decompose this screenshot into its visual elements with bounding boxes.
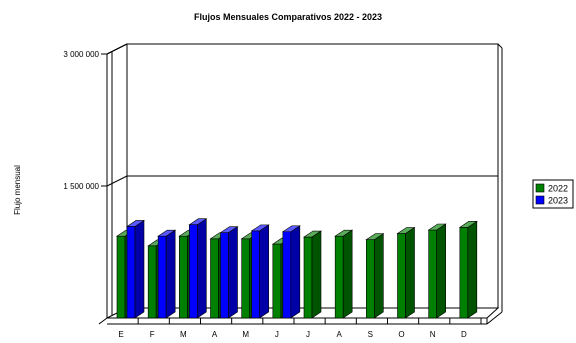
x-tick-label: A [212, 330, 218, 339]
bar [188, 218, 208, 319]
bar-front [116, 235, 126, 319]
legend-swatch [535, 183, 545, 193]
x-tick-label: S [368, 330, 373, 339]
y-tick-label: 3 000 000 [63, 50, 99, 59]
bar-side [311, 230, 322, 319]
legend-label: 2023 [548, 196, 568, 206]
bar-top [188, 218, 208, 226]
bar-front [147, 245, 157, 319]
bar-side [259, 224, 269, 319]
x-tick-label: A [336, 330, 342, 339]
corner-tick [98, 317, 108, 325]
bar-side [436, 223, 446, 319]
bar-side [405, 226, 415, 319]
bar-top [157, 229, 177, 237]
bar-side [342, 229, 353, 319]
bar-front [397, 233, 406, 319]
tick-labels: 1 500 000 3 000 000 E F M A M J J A S O N D [63, 50, 482, 339]
bar-top [219, 226, 239, 233]
bar-side [374, 233, 384, 319]
bars [116, 218, 478, 319]
bar [427, 223, 447, 319]
bar-front [126, 226, 136, 319]
x-tick-label: D [461, 330, 467, 339]
bar [334, 229, 354, 319]
bar-front [157, 235, 167, 319]
bar-side [165, 229, 176, 319]
legend-swatch [535, 195, 545, 205]
bar-side [467, 220, 478, 319]
bar-top [427, 223, 447, 231]
right-top-edge [497, 43, 503, 49]
bar-front [241, 238, 250, 319]
bar [219, 226, 239, 319]
bar-side [134, 219, 145, 319]
x-tick-label: M [242, 330, 249, 339]
bar [303, 230, 322, 319]
bar-front [428, 229, 437, 319]
bar-top [458, 221, 478, 228]
bar-top [126, 220, 145, 227]
bar-front [272, 243, 282, 319]
y-tick-label: 1 500 000 [63, 182, 99, 191]
chart-title: Flujos Mensuales Comparativos 2022 - 202… [194, 12, 382, 22]
bar [250, 224, 270, 319]
bar-front [303, 236, 313, 319]
bar-front [179, 235, 188, 319]
gridline-side [106, 43, 128, 55]
bar-top [303, 230, 322, 238]
bar-top [334, 229, 354, 237]
legend: 2022 2023 [532, 179, 574, 209]
bar-top [396, 227, 416, 234]
bar-front [334, 235, 344, 319]
x-tick-label: J [275, 330, 279, 339]
x-tick-label: J [306, 330, 310, 339]
bar-side [228, 226, 238, 319]
bottom-right-edge [486, 311, 503, 325]
bar-top [365, 233, 385, 240]
bar [365, 233, 385, 319]
x-tick-label: E [118, 330, 123, 339]
bar [157, 229, 177, 319]
bar [126, 219, 145, 319]
legend-label: 2022 [548, 184, 568, 194]
bar-front [189, 224, 198, 319]
x-tick-label: O [398, 330, 404, 339]
gridline-side [106, 175, 128, 187]
y-axis-label: Flujo mensual [13, 165, 22, 215]
bar-top [281, 225, 301, 233]
x-tick-label: N [430, 330, 436, 339]
bar-front [220, 232, 229, 319]
bar-front [251, 230, 260, 319]
bar [396, 226, 416, 319]
bar-top [250, 224, 270, 232]
grid-lines [101, 43, 498, 187]
bar-side [290, 225, 301, 319]
bar-front [210, 238, 219, 319]
bar [281, 225, 301, 319]
bar-side [197, 218, 207, 319]
bar-front [366, 239, 375, 319]
bar [458, 220, 478, 319]
bar-front [459, 227, 469, 319]
x-tick-label: F [150, 330, 155, 339]
bar-front [282, 231, 292, 319]
x-tick-label: M [180, 330, 187, 339]
